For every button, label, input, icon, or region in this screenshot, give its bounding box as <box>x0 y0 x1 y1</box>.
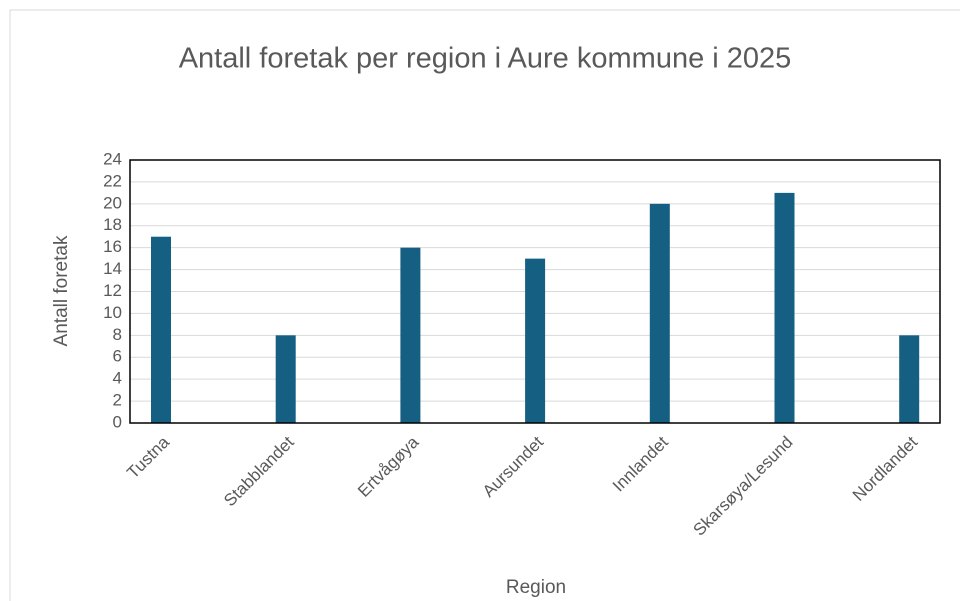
y-tick-label: 14 <box>103 259 122 278</box>
y-tick-label: 12 <box>103 281 122 300</box>
bar <box>899 335 920 423</box>
bar <box>649 203 670 423</box>
y-tick-label: 4 <box>113 369 122 388</box>
y-tick-label: 8 <box>113 325 122 344</box>
y-tick-label: 20 <box>103 193 122 212</box>
bar <box>151 236 171 423</box>
bar <box>525 258 546 423</box>
plot-border <box>129 159 941 424</box>
y-tick-label: 2 <box>113 391 122 410</box>
y-tick-label: 0 <box>113 412 122 431</box>
bar <box>400 247 421 423</box>
chart-title: Antall foretak per region i Aure kommune… <box>179 43 792 75</box>
y-tick-label: 18 <box>103 215 122 234</box>
bar <box>774 192 795 423</box>
bar <box>275 335 296 423</box>
y-tick-label: 22 <box>103 171 122 190</box>
y-tick-label: 24 <box>103 149 122 168</box>
y-axis-label: Antall foretak <box>51 235 72 346</box>
y-tick-label: 10 <box>103 303 122 322</box>
y-tick-label: 6 <box>113 347 122 366</box>
y-tick-label: 16 <box>103 237 122 256</box>
x-axis-label: Region <box>506 577 566 598</box>
